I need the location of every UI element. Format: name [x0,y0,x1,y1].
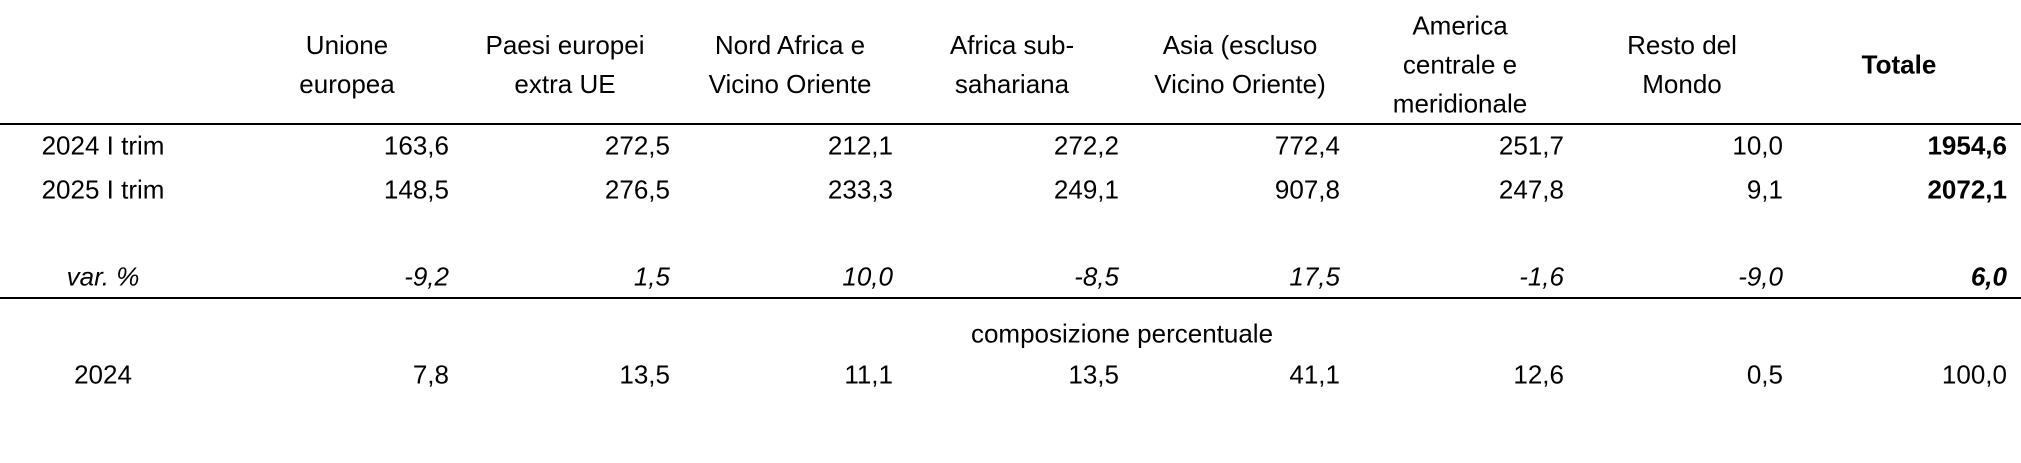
cell-value: 1954,6 [1927,130,2007,161]
row-label: 2024 I trim [41,130,165,161]
cell-value: 10,0 [842,261,893,292]
cell-value: 0,5 [1746,359,1783,390]
cell-value: 12,6 [1513,359,1564,390]
cell-value: 9,1 [1746,174,1783,205]
cell-value: 2072,1 [1927,174,2007,205]
cell-value: 272,5 [604,130,670,161]
cell-value: 233,3 [827,174,893,205]
cell-value: 7,8 [412,359,449,390]
cell-value: 11,1 [844,359,893,390]
cell-value: -1,6 [1519,261,1564,292]
cell-value: 17,5 [1289,261,1340,292]
column-header: Paesi europei extra UE [485,30,645,99]
cell-value: 907,8 [1274,174,1340,205]
cell-value: 10,0 [1732,130,1783,161]
column-header: America centrale e meridionale [1392,10,1528,119]
cell-value: 272,2 [1053,130,1119,161]
section-label: composizione percentuale [970,318,1274,349]
cell-value: 212,1 [827,130,893,161]
row-label: var. % [66,261,140,292]
cell-value: 100,0 [1941,359,2007,390]
cell-value: 6,0 [1970,261,2007,292]
cell-value: 772,4 [1274,130,1340,161]
row-label: 2025 I trim [41,174,165,205]
cell-value: 247,8 [1498,174,1564,205]
column-header: Africa sub- sahariana [949,30,1075,99]
cell-value: 249,1 [1053,174,1119,205]
cell-value: 13,5 [619,359,670,390]
column-header: Asia (escluso Vicino Oriente) [1154,30,1326,99]
cell-value: 148,5 [383,174,449,205]
column-header: Unione europea [299,30,395,99]
section-rule [0,297,2021,299]
cell-value: -9,0 [1738,261,1783,292]
cell-value: 41,1 [1289,359,1340,390]
header-rule [0,123,2021,125]
cell-value: 163,6 [383,130,449,161]
column-header: Nord Africa e Vicino Oriente [708,30,872,99]
row-label: 2024 [74,359,132,390]
cell-value: 1,5 [633,261,670,292]
column-header: Totale [1861,49,1937,80]
cell-value: -9,2 [404,261,449,292]
cell-value: -8,5 [1074,261,1119,292]
cell-value: 13,5 [1068,359,1119,390]
cell-value: 276,5 [604,174,670,205]
cell-value: 251,7 [1498,130,1564,161]
column-header: Resto del Mondo [1627,30,1737,99]
